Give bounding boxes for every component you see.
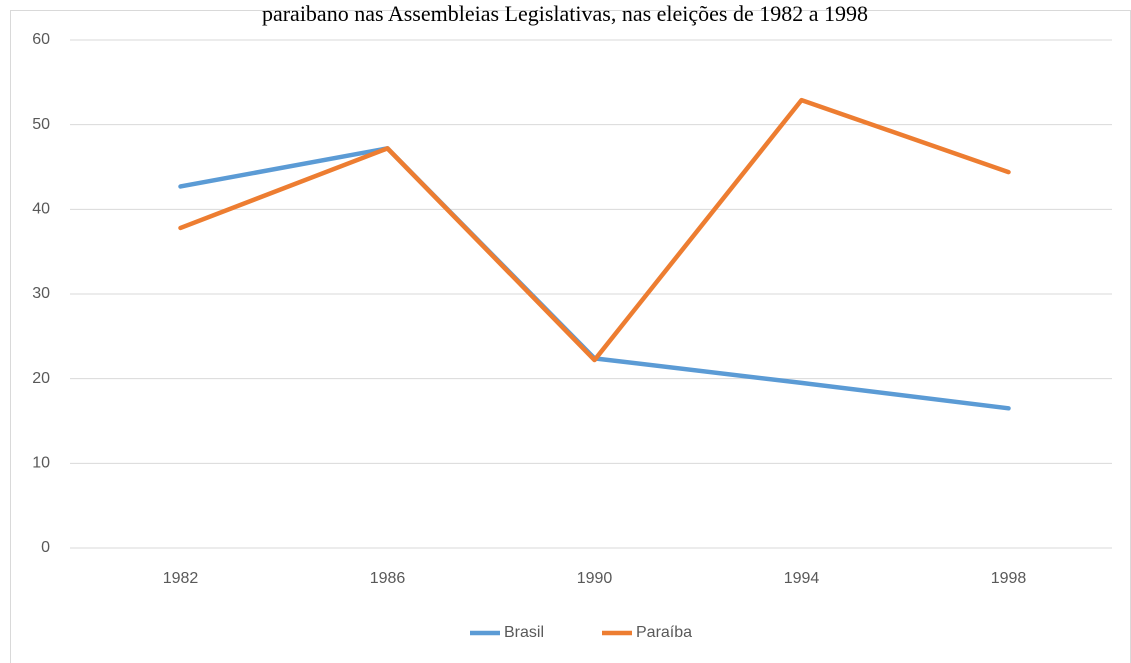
- x-tick-label: 1986: [370, 570, 406, 587]
- x-tick-label: 1982: [163, 570, 199, 587]
- y-tick-label: 30: [32, 285, 50, 302]
- x-tick-label: 1998: [991, 570, 1027, 587]
- legend-label: Brasil: [504, 624, 544, 641]
- x-tick-label: 1994: [784, 570, 820, 587]
- y-tick-label: 60: [32, 31, 50, 48]
- legend-label: Paraíba: [636, 624, 692, 641]
- y-tick-label: 40: [32, 201, 50, 218]
- y-tick-label: 50: [32, 116, 50, 133]
- y-tick-label: 0: [41, 539, 50, 556]
- y-tick-label: 10: [32, 455, 50, 472]
- series-line: [178, 97, 1011, 363]
- x-tick-label: 1990: [577, 570, 613, 587]
- y-tick-label: 20: [32, 370, 50, 387]
- chart-title: paraibano nas Assembleias Legislativas, …: [262, 1, 868, 26]
